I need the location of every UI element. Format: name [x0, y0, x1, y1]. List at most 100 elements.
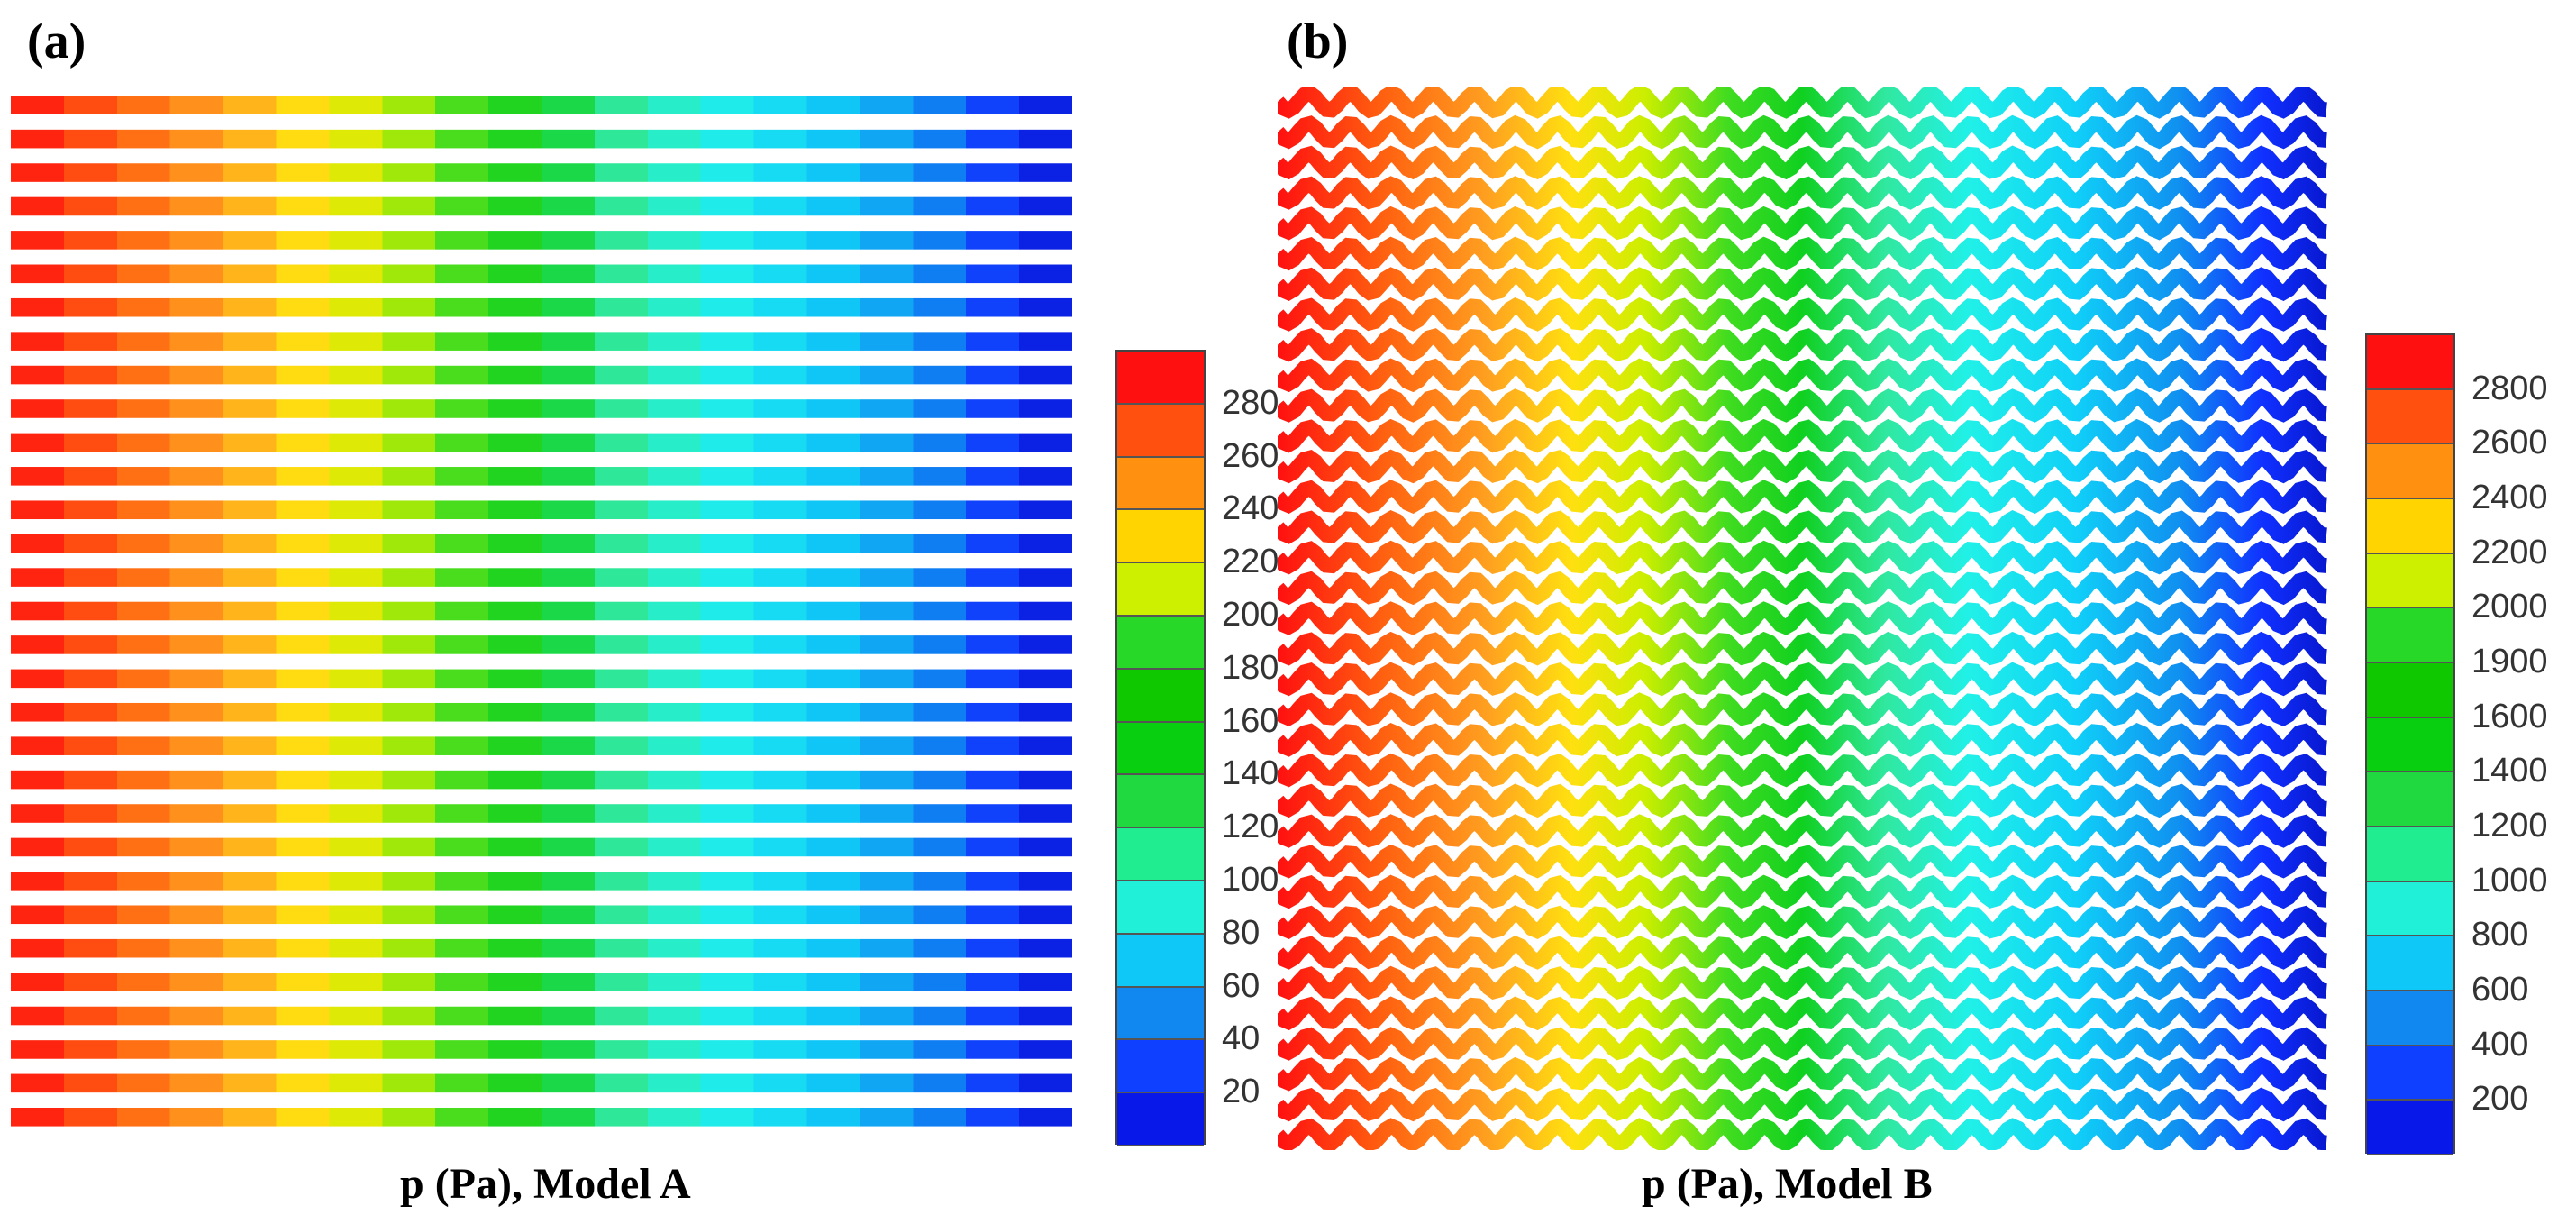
channel-a-14 — [11, 534, 1072, 553]
legend-tick-label: 80 — [1222, 913, 1261, 952]
panel-b-label: (b) — [1287, 14, 1349, 69]
channel-b-16 — [1278, 540, 2327, 575]
legend-swatch — [1117, 1093, 1204, 1146]
channel-a-13 — [11, 500, 1072, 520]
legend-swatch — [2367, 335, 2453, 390]
legend-swatch — [1117, 617, 1204, 670]
channel-b-9 — [1278, 327, 2327, 362]
legend-swatch — [2367, 663, 2453, 718]
legend-swatch — [1117, 775, 1204, 829]
channel-b-21 — [1278, 692, 2327, 727]
panel-a-pressure-field — [11, 96, 1072, 1127]
channel-b-13 — [1278, 449, 2327, 484]
channel-b-12 — [1278, 418, 2327, 453]
channel-b-2 — [1278, 114, 2327, 150]
legend-swatch — [2367, 772, 2453, 827]
legend-swatch — [2367, 1101, 2453, 1155]
channel-b-31 — [1278, 996, 2327, 1031]
channel-b-4 — [1278, 176, 2327, 210]
legend-tick-label: 200 — [1222, 596, 1279, 634]
legend-tick-label: 600 — [2471, 971, 2529, 1009]
legend-swatch — [1117, 722, 1204, 776]
channel-b-20 — [1278, 662, 2327, 697]
legend-swatch — [2367, 389, 2453, 445]
legend-tick-label: 140 — [1222, 754, 1279, 793]
channel-b-33 — [1278, 1056, 2327, 1092]
channel-a-12 — [11, 467, 1072, 486]
channel-b-3 — [1278, 145, 2327, 180]
legend-swatch — [1117, 987, 1204, 1041]
channel-b-19 — [1278, 631, 2327, 666]
legend-swatch — [2367, 827, 2453, 882]
legend-tick-label: 2000 — [2471, 588, 2548, 626]
legend-tick-label: 120 — [1222, 808, 1279, 846]
channel-b-15 — [1278, 509, 2327, 544]
legend-tick-label: 40 — [1222, 1019, 1261, 1058]
channel-b-32 — [1278, 1027, 2327, 1061]
legend-swatch — [2367, 1046, 2453, 1101]
legend-tick-label: 2200 — [2471, 533, 2548, 571]
legend-swatch — [2367, 444, 2453, 499]
legend-tick-label: 280 — [1222, 383, 1279, 422]
legend-swatch — [1117, 1040, 1204, 1094]
legend-swatch — [1117, 510, 1204, 564]
panel-b-color-legend — [2365, 333, 2455, 1155]
legend-swatch — [1117, 352, 1204, 405]
legend-swatch — [2367, 717, 2453, 773]
channel-a-23 — [11, 837, 1072, 857]
channel-b-7 — [1278, 267, 2327, 302]
channel-a-16 — [11, 601, 1072, 621]
channel-a-28 — [11, 1006, 1072, 1026]
legend-swatch — [2367, 936, 2453, 991]
channel-a-10 — [11, 399, 1072, 418]
channel-a-6 — [11, 264, 1072, 284]
channel-b-8 — [1278, 297, 2327, 332]
channel-a-15 — [11, 568, 1072, 587]
channel-b-11 — [1278, 388, 2327, 423]
channel-b-23 — [1278, 753, 2327, 788]
channel-b-24 — [1278, 783, 2327, 818]
panel-a-caption: p (Pa), Model A — [400, 1160, 691, 1208]
legend-swatch — [2367, 608, 2453, 663]
channel-b-5 — [1278, 206, 2327, 241]
channel-b-17 — [1278, 571, 2327, 606]
legend-tick-label: 20 — [1222, 1073, 1261, 1111]
legend-tick-label: 1200 — [2471, 807, 2548, 845]
channel-a-30 — [11, 1073, 1072, 1093]
channel-a-25 — [11, 905, 1072, 925]
channel-a-29 — [11, 1040, 1072, 1059]
legend-tick-label: 1900 — [2471, 643, 2548, 681]
legend-swatch — [2367, 991, 2453, 1046]
channel-b-28 — [1278, 905, 2327, 940]
legend-tick-label: 100 — [1222, 861, 1279, 899]
channel-b-18 — [1278, 601, 2327, 635]
channel-a-3 — [11, 163, 1072, 182]
channel-a-1 — [11, 96, 1072, 114]
legend-swatch — [1117, 881, 1204, 935]
legend-tick-label: 60 — [1222, 966, 1261, 1005]
channel-a-27 — [11, 973, 1072, 991]
channel-a-21 — [11, 770, 1072, 790]
channel-a-31 — [11, 1108, 1072, 1127]
channel-b-25 — [1278, 814, 2327, 848]
channel-b-22 — [1278, 722, 2327, 757]
legend-swatch — [2367, 553, 2453, 609]
channel-b-34 — [1278, 1087, 2327, 1122]
channel-b-29 — [1278, 935, 2327, 970]
legend-swatch — [1117, 934, 1204, 988]
channel-b-27 — [1278, 874, 2327, 909]
legend-tick-label: 240 — [1222, 489, 1279, 528]
channel-a-18 — [11, 669, 1072, 689]
legend-tick-label: 1400 — [2471, 752, 2548, 790]
channel-b-26 — [1278, 844, 2327, 879]
legend-tick-label: 260 — [1222, 436, 1279, 475]
legend-tick-label: 800 — [2471, 916, 2529, 955]
channel-b-35 — [1278, 1118, 2327, 1150]
channel-a-17 — [11, 635, 1072, 654]
channel-a-24 — [11, 872, 1072, 891]
channel-a-5 — [11, 231, 1072, 250]
legend-tick-label: 200 — [2471, 1080, 2529, 1119]
legend-swatch — [1117, 404, 1204, 458]
legend-tick-label: 1600 — [2471, 697, 2548, 735]
channel-a-11 — [11, 433, 1072, 452]
